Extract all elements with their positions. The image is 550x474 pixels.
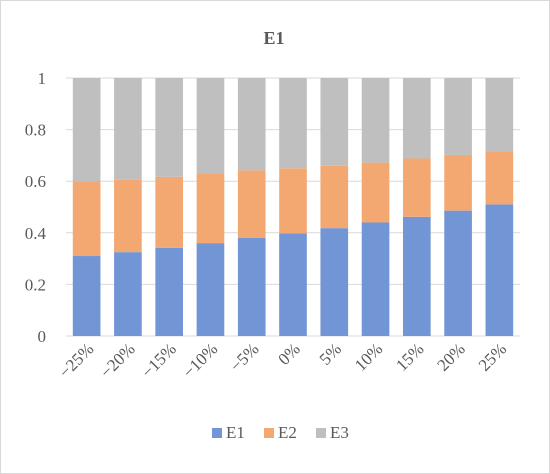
bar-segment-e1	[155, 247, 184, 336]
bar-segment-e1	[279, 233, 307, 336]
bar-segment-e2	[155, 176, 184, 248]
y-tick-label: 0.2	[25, 275, 46, 294]
bar-segment-e3	[155, 78, 184, 177]
bar-segment-e3	[444, 78, 472, 155]
bar-segment-e3	[279, 78, 307, 169]
x-tick-label: 20%	[433, 339, 468, 374]
y-tick-label: 0	[38, 327, 47, 346]
x-tick-label: −10%	[179, 339, 221, 381]
legend-swatch-e3	[316, 428, 326, 438]
x-axis-ticks: −25% −20% −15% −10% −5% 0% 5% 10% 15% 20% 25%	[55, 339, 510, 381]
legend-label-e2: E2	[278, 423, 297, 442]
bar-segment-e3	[114, 78, 142, 180]
bar-segment-e3	[196, 78, 225, 174]
x-tick-label: −20%	[96, 339, 138, 381]
y-tick-label: 1	[38, 69, 47, 88]
x-tick-label: 0%	[274, 339, 303, 368]
bar-segment-e2	[485, 151, 514, 205]
bar-segment-e2	[279, 168, 307, 234]
bar-segment-e1	[485, 204, 514, 336]
bar-segment-e2	[237, 170, 266, 238]
bar-segment-e3	[361, 78, 390, 163]
bar-segment-e1	[444, 210, 472, 336]
bar-segment-e2	[361, 162, 390, 223]
y-axis-ticks: 0 0.2 0.4 0.6 0.8 1	[25, 69, 47, 346]
bar-segment-e3	[402, 78, 431, 159]
chart-title: E1	[263, 28, 284, 48]
bar-segment-e1	[114, 252, 142, 336]
bar-segment-e1	[237, 237, 266, 336]
legend: E1 E2 E3	[212, 423, 349, 442]
y-tick-label: 0.4	[25, 224, 47, 243]
bar-segment-e2	[444, 154, 472, 211]
y-tick-label: 0.8	[25, 121, 46, 140]
bar-segment-e1	[72, 256, 101, 336]
bar-segment-e3	[320, 78, 349, 166]
x-tick-label: −15%	[138, 339, 180, 381]
bar-segment-e3	[485, 78, 514, 152]
legend-label-e1: E1	[226, 423, 245, 442]
x-tick-label: −5%	[226, 339, 262, 375]
bar-segment-e2	[72, 181, 101, 257]
bar-segment-e2	[320, 165, 349, 229]
legend-swatch-e2	[264, 428, 274, 438]
bar-segment-e2	[402, 158, 431, 217]
x-tick-label: 10%	[351, 339, 386, 374]
legend-label-e3: E3	[330, 423, 349, 442]
bar-segment-e1	[402, 216, 431, 336]
bar-segment-e3	[72, 78, 101, 182]
bar-segment-e2	[114, 179, 142, 253]
y-tick-label: 0.6	[25, 172, 46, 191]
bar-segment-e3	[237, 78, 266, 171]
bar-segment-e1	[320, 228, 349, 336]
x-tick-label: 5%	[316, 339, 345, 368]
x-tick-label: 15%	[392, 339, 427, 374]
x-tick-label: −25%	[55, 339, 97, 381]
x-tick-label: 25%	[475, 339, 510, 374]
bar-segment-e1	[196, 243, 225, 336]
legend-swatch-e1	[212, 428, 222, 438]
bars	[72, 78, 514, 336]
bar-segment-e2	[196, 173, 225, 244]
bar-segment-e1	[361, 222, 390, 336]
